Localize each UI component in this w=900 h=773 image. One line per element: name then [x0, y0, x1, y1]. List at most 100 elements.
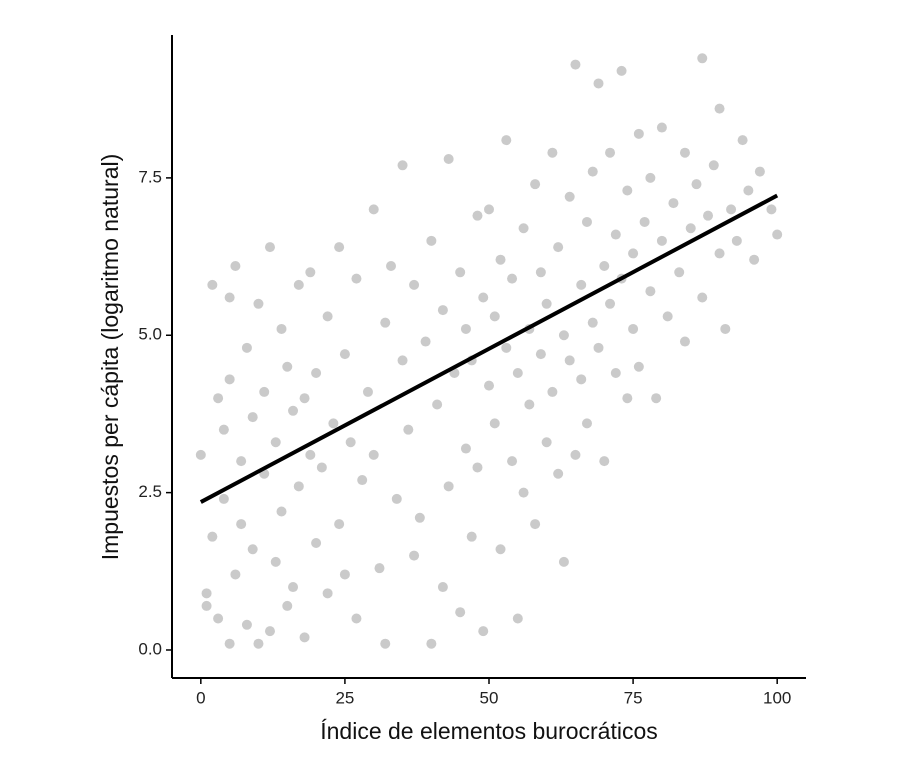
point: [749, 254, 760, 265]
point: [414, 512, 425, 523]
point: [495, 254, 506, 265]
point: [478, 626, 489, 637]
point: [645, 172, 656, 183]
point: [484, 204, 494, 215]
point: [288, 582, 299, 593]
point: [213, 613, 224, 624]
point: [437, 305, 448, 316]
point: [345, 437, 356, 448]
point: [518, 487, 529, 498]
x-axis-label: Índice de elementos burocráticos: [320, 718, 658, 744]
point: [293, 279, 304, 290]
point: [599, 261, 610, 272]
point: [218, 424, 229, 435]
point: [426, 638, 437, 649]
point: [691, 179, 702, 190]
point: [328, 418, 339, 429]
point: [512, 613, 523, 624]
point: [656, 122, 667, 133]
point: [403, 424, 414, 435]
point: [547, 386, 558, 397]
point: [386, 261, 397, 272]
point: [282, 600, 293, 611]
point: [374, 563, 385, 574]
point: [259, 386, 270, 397]
point: [633, 128, 644, 139]
point: [472, 210, 483, 221]
point: [576, 279, 587, 290]
point: [351, 273, 362, 284]
point: [311, 537, 322, 548]
point: [622, 185, 633, 196]
point: [305, 267, 316, 278]
point: [455, 607, 466, 618]
point: [656, 235, 667, 246]
point: [299, 393, 310, 404]
point: [380, 317, 391, 328]
point: [697, 53, 708, 64]
point: [581, 418, 592, 429]
y-tick-label: 5.0: [138, 325, 162, 344]
point: [679, 336, 690, 347]
point: [628, 248, 639, 259]
point: [639, 216, 650, 227]
point: [553, 468, 564, 479]
point: [484, 380, 494, 391]
point: [339, 349, 350, 360]
point: [282, 361, 293, 372]
point: [247, 544, 258, 555]
point: [645, 286, 656, 297]
point: [622, 393, 633, 404]
point: [224, 292, 235, 303]
point: [241, 342, 252, 353]
point: [195, 449, 206, 460]
point: [368, 204, 379, 215]
point: [731, 235, 742, 246]
point: [507, 273, 518, 284]
point: [737, 135, 748, 146]
point: [530, 519, 541, 530]
point: [512, 368, 523, 379]
point: [253, 298, 264, 309]
point: [293, 481, 304, 492]
point: [455, 267, 466, 278]
point: [334, 242, 345, 253]
point: [213, 393, 224, 404]
point: [593, 78, 604, 89]
point: [230, 569, 241, 580]
point: [264, 626, 275, 637]
point: [558, 330, 569, 341]
point: [703, 210, 714, 221]
point: [708, 160, 719, 171]
point: [605, 147, 616, 158]
point: [605, 298, 616, 309]
x-tick-label: 0: [196, 688, 205, 707]
point: [380, 638, 391, 649]
point: [772, 229, 783, 240]
point: [489, 311, 500, 322]
point: [270, 437, 281, 448]
y-axis-label: Impuestos per cápita (logaritmo natural): [97, 154, 123, 561]
point: [610, 229, 621, 240]
fit-line: [199, 193, 779, 504]
point: [524, 399, 535, 410]
point: [587, 317, 598, 328]
point: [322, 311, 333, 322]
point: [530, 179, 541, 190]
point: [564, 191, 575, 202]
point: [501, 342, 512, 353]
point: [495, 544, 506, 555]
point: [322, 588, 333, 599]
point: [276, 323, 287, 334]
x-tick-label: 100: [763, 688, 791, 707]
point: [224, 638, 235, 649]
point: [714, 248, 725, 259]
point: [420, 336, 431, 347]
point: [541, 298, 552, 309]
point: [218, 493, 229, 504]
point: [230, 261, 241, 272]
point: [674, 267, 685, 278]
point: [489, 418, 500, 429]
point: [368, 449, 379, 460]
